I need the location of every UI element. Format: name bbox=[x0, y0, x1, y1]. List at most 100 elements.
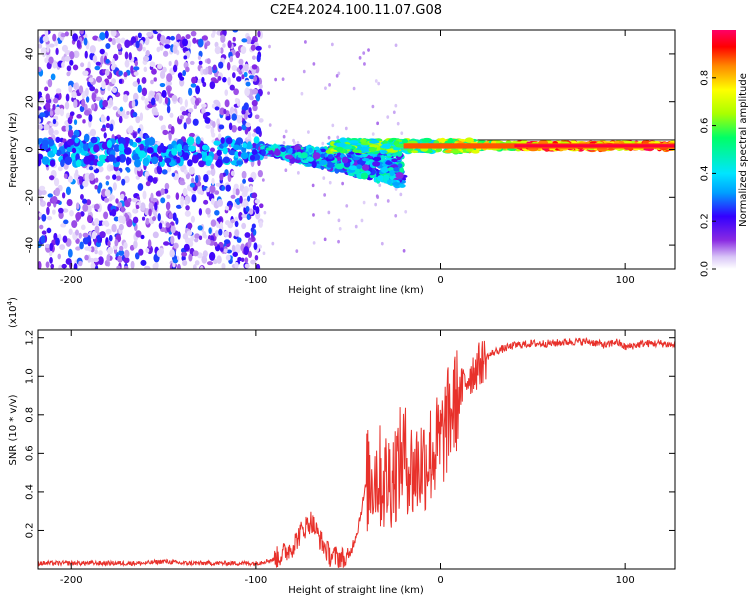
heatmap-cell bbox=[228, 150, 237, 156]
heatmap-cell bbox=[292, 138, 295, 143]
heatmap-cell bbox=[321, 141, 325, 146]
heatmap-cell bbox=[206, 261, 214, 266]
y-tick-label: 0 bbox=[25, 146, 36, 152]
heatmap-cell bbox=[144, 170, 150, 177]
heatmap-cell bbox=[395, 144, 405, 148]
colorbar-tick-label: 0.2 bbox=[700, 213, 711, 229]
heatmap-cell bbox=[234, 151, 240, 158]
heatmap-cell bbox=[117, 201, 123, 209]
x-tick-label: -200 bbox=[60, 275, 83, 286]
heatmap-cell bbox=[212, 30, 216, 36]
heatmap-cell bbox=[191, 154, 199, 164]
heatmap-cell bbox=[239, 195, 243, 204]
heatmap-cell bbox=[296, 171, 300, 175]
heatmap-cell bbox=[190, 96, 196, 104]
heatmap-cell bbox=[190, 215, 196, 223]
heatmap-cell bbox=[368, 144, 380, 148]
heatmap-cell bbox=[141, 216, 146, 221]
heatmap-cell bbox=[308, 147, 313, 153]
heatmap-cell bbox=[113, 144, 121, 153]
heatmap-cell bbox=[282, 134, 286, 139]
heatmap-cell bbox=[360, 138, 367, 143]
heatmap-cell bbox=[251, 99, 258, 107]
heatmap-cell bbox=[255, 45, 262, 51]
heatmap-cell bbox=[306, 156, 314, 162]
heatmap-cell bbox=[389, 169, 395, 177]
heatmap-cell bbox=[240, 152, 249, 160]
heatmap-cell bbox=[179, 97, 183, 105]
heatmap-cell bbox=[111, 78, 116, 84]
heatmap-cell bbox=[153, 77, 157, 82]
heatmap-cell bbox=[166, 105, 171, 114]
heatmap-cell bbox=[250, 259, 257, 265]
heatmap-cell bbox=[52, 148, 57, 155]
heatmap-cell bbox=[172, 44, 178, 54]
colorbar-label: Normalized spectral amplitude bbox=[738, 73, 749, 227]
heatmap-cell bbox=[130, 260, 135, 269]
heatmap-cell bbox=[116, 175, 122, 181]
heatmap-cell bbox=[209, 147, 216, 153]
heatmap-cell bbox=[183, 169, 188, 175]
heatmap-cell bbox=[124, 249, 130, 259]
heatmap-cell bbox=[41, 143, 49, 151]
heatmap-cell bbox=[202, 144, 209, 151]
heatmap-cell bbox=[135, 40, 140, 49]
heatmap-cell bbox=[344, 126, 348, 131]
heatmap-cell bbox=[187, 222, 193, 230]
heatmap-cell bbox=[108, 37, 113, 42]
heatmap-cell bbox=[337, 239, 340, 244]
heatmap-cell bbox=[75, 238, 80, 244]
heatmap-cell bbox=[92, 55, 98, 63]
heatmap-cell bbox=[74, 169, 79, 177]
heatmap-cell bbox=[358, 56, 362, 60]
heatmap-cell bbox=[243, 246, 250, 256]
heatmap-cell bbox=[75, 229, 79, 236]
heatmap-cell bbox=[88, 166, 94, 171]
heatmap-cell bbox=[135, 204, 140, 210]
heatmap-cell bbox=[97, 234, 101, 244]
heatmap-cell bbox=[73, 99, 78, 109]
heatmap-cell bbox=[170, 225, 176, 234]
heatmap-cell bbox=[38, 106, 42, 111]
heatmap-cell bbox=[106, 115, 110, 122]
heatmap-cell bbox=[219, 247, 224, 252]
heatmap-cell bbox=[115, 37, 122, 44]
heatmap-cell bbox=[194, 237, 199, 243]
heatmap-cell bbox=[121, 178, 126, 186]
heatmap-cell bbox=[123, 71, 128, 78]
heatmap-cell bbox=[156, 46, 161, 53]
heatmap-cell bbox=[110, 30, 117, 37]
heatmap-cell bbox=[312, 152, 321, 160]
heatmap-cell bbox=[225, 184, 231, 192]
heatmap-cell bbox=[142, 46, 146, 52]
heatmap-cell bbox=[315, 146, 320, 150]
heatmap-cell bbox=[255, 93, 261, 102]
heatmap-cell bbox=[133, 92, 139, 102]
heatmap-cell bbox=[391, 182, 401, 186]
heatmap-cell bbox=[362, 200, 366, 205]
heatmap-cell bbox=[78, 85, 84, 94]
snr-x-label: Height of straight line (km) bbox=[288, 585, 424, 596]
heatmap-cell bbox=[63, 219, 69, 225]
heatmap-cell bbox=[182, 152, 190, 161]
heatmap-cell bbox=[138, 150, 147, 159]
heatmap-cell bbox=[60, 159, 65, 168]
heatmap-cell bbox=[206, 170, 212, 176]
heatmap-cell bbox=[49, 110, 54, 117]
heatmap-cell bbox=[155, 94, 160, 102]
heatmap-cell bbox=[188, 132, 196, 138]
heatmap-cell bbox=[146, 147, 154, 154]
heatmap-cell bbox=[79, 30, 84, 35]
heatmap-cell bbox=[212, 64, 217, 71]
heatmap-cell bbox=[129, 139, 134, 146]
heatmap-cell bbox=[58, 264, 63, 269]
heatmap-cell bbox=[140, 234, 145, 240]
heatmap-cell bbox=[238, 58, 244, 65]
heatmap-cell bbox=[345, 204, 349, 208]
heatmap-cell bbox=[161, 169, 168, 175]
heatmap-cell bbox=[150, 192, 154, 202]
heatmap-cell bbox=[82, 70, 89, 77]
heatmap-cell bbox=[182, 187, 188, 197]
heatmap-cell bbox=[211, 177, 215, 186]
heatmap-cell bbox=[248, 107, 252, 114]
